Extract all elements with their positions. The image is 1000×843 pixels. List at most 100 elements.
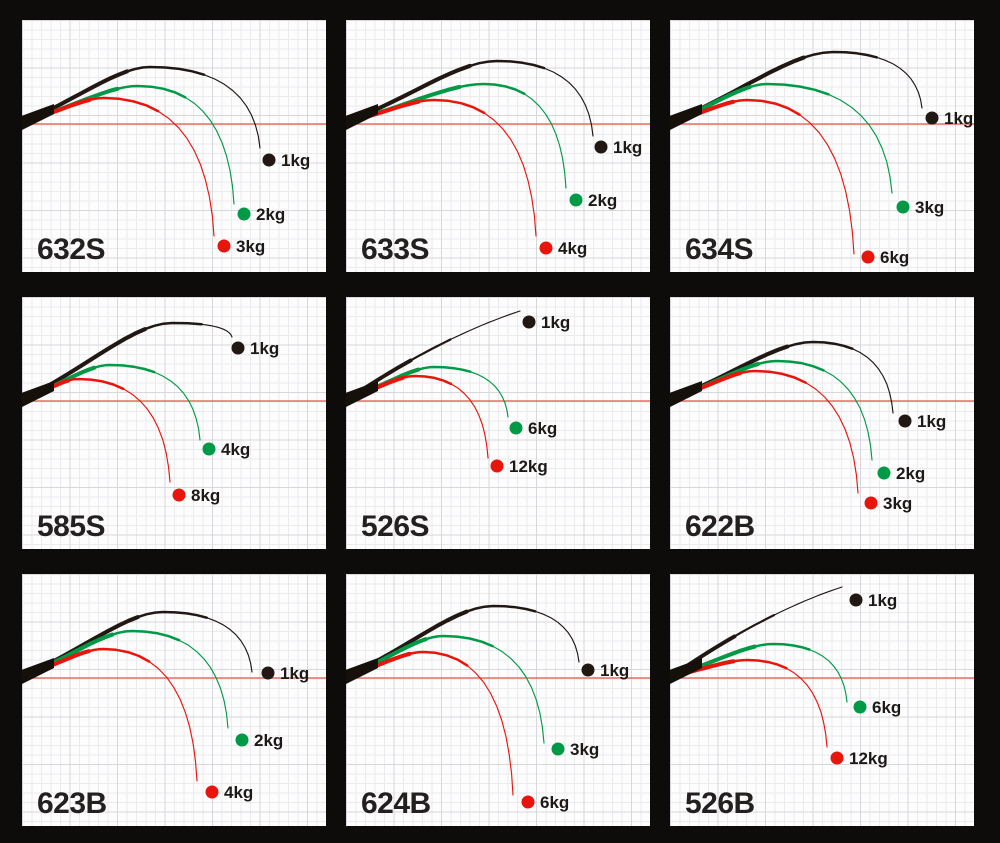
curve-red-12kg <box>670 658 828 748</box>
rod-curve-segment <box>814 89 893 194</box>
model-label: 585S <box>37 510 106 543</box>
green-load-dot <box>896 200 910 214</box>
rod-curve-segment <box>458 59 546 71</box>
rod-butt <box>670 104 702 130</box>
rod-curve-segment <box>191 70 261 149</box>
red-load-dot <box>861 250 875 264</box>
rod-curve-segment <box>411 365 472 373</box>
model-label: 526B <box>685 787 755 820</box>
rod-curve-segment <box>82 96 160 113</box>
rod-curve-segment <box>742 82 830 96</box>
rod-curve-segment <box>134 321 203 335</box>
rod-curve-segment <box>733 369 807 384</box>
rod-bend-svg: 1kg 4kg 8kg <box>22 321 326 505</box>
rod-curve-segment <box>418 634 494 648</box>
curve-green-2kg <box>670 359 873 461</box>
rod-curve-segment <box>525 608 580 663</box>
rod-bend-svg: 1kg 2kg 4kg <box>22 610 326 802</box>
rod-curve-segment <box>194 323 233 338</box>
rod-butt <box>670 658 702 684</box>
rod-curve-segment <box>749 359 825 372</box>
rod-bend-svg: 1kg 2kg 4kg <box>346 59 650 258</box>
black-load-dot <box>581 663 595 677</box>
rod-curve-segment <box>746 642 811 651</box>
model-label: 622B <box>685 510 755 543</box>
curve-green-4kg <box>22 363 201 441</box>
curve-green-2kg <box>22 629 229 729</box>
rod-butt <box>346 104 378 130</box>
rod-bend-panel-633S: 1kg 2kg 4kg 633S <box>346 20 650 272</box>
load-label: 1kg <box>250 339 279 358</box>
rod-curve-segment <box>174 91 235 205</box>
rod-curve-segment <box>776 340 854 352</box>
rod-bend-panel-634S: 1kg 3kg 6kg 634S <box>670 20 974 272</box>
rod-curve-segment <box>112 383 171 483</box>
black-load-dot <box>231 341 245 355</box>
rod-curve-segment <box>143 368 201 441</box>
rod-curve-segment <box>403 650 469 667</box>
rod-curve-segment <box>397 374 453 386</box>
red-load-dot <box>539 241 553 255</box>
load-label: 1kg <box>280 664 309 683</box>
green-load-dot <box>853 700 867 714</box>
green-load-dot <box>235 733 249 747</box>
rod-butt <box>670 381 702 407</box>
green-load-dot <box>202 442 216 456</box>
rod-curve-segment <box>866 54 923 109</box>
rod-curve-segment <box>514 88 567 189</box>
model-label: 633S <box>361 233 430 266</box>
load-label: 1kg <box>917 412 946 431</box>
rod-curve-segment <box>727 98 801 116</box>
black-load-dot <box>849 593 863 607</box>
curve-red-4kg <box>346 98 537 237</box>
rod-curve-segment <box>793 376 859 494</box>
rod-butt <box>22 104 54 130</box>
rod-butt <box>22 381 54 407</box>
load-label: 1kg <box>944 109 973 128</box>
load-label: 2kg <box>896 464 925 483</box>
rod-bend-svg: 1kg 2kg 3kg <box>22 65 326 256</box>
black-load-dot <box>262 153 276 167</box>
rod-bend-svg: 1kg 3kg 6kg <box>670 50 974 267</box>
curve-red-6kg <box>346 650 514 796</box>
load-label: 1kg <box>600 661 629 680</box>
curve-green-2kg <box>346 82 567 189</box>
rod-curve-segment <box>87 363 156 374</box>
rod-curve-segment <box>727 658 788 670</box>
rod-curve-segment <box>726 613 776 642</box>
rod-curve-segment <box>103 629 181 642</box>
load-label: 3kg <box>236 237 265 256</box>
curve-black-1kg <box>346 59 594 137</box>
rod-curve-segment <box>443 310 521 344</box>
curve-green-6kg <box>670 642 848 703</box>
black-load-dot <box>522 315 536 329</box>
load-label: 2kg <box>588 191 617 210</box>
green-load-dot <box>551 742 565 756</box>
model-label: 634S <box>685 233 754 266</box>
rod-curve-segment <box>127 610 208 623</box>
rod-bend-panel-623B: 1kg 2kg 4kg 623B <box>22 574 326 826</box>
load-label: 1kg <box>613 138 642 157</box>
curve-green-2kg <box>22 84 235 205</box>
rod-curve-segment <box>402 338 452 366</box>
rod-curve-segment <box>472 106 537 237</box>
rod-curve-segment <box>812 365 873 461</box>
load-label: 4kg <box>558 239 587 258</box>
load-label: 2kg <box>254 731 283 750</box>
rod-butt <box>346 658 378 684</box>
rod-curve-segment <box>196 614 253 673</box>
rod-bend-panel-526S: 1kg 6kg 12kg 526S <box>346 297 650 549</box>
green-load-dot <box>569 193 583 207</box>
rod-butt <box>346 381 378 407</box>
black-load-dot <box>261 666 275 680</box>
load-label: 8kg <box>191 486 220 505</box>
rod-bend-panel-585S: 1kg 4kg 8kg 585S <box>22 297 326 549</box>
rod-curve-segment <box>766 586 843 619</box>
rod-curve-segment <box>481 641 545 744</box>
model-label: 624B <box>361 787 431 820</box>
rod-curve-segment <box>138 655 198 782</box>
green-load-dot <box>237 207 251 221</box>
red-load-dot <box>521 795 535 809</box>
rod-bend-svg: 1kg 6kg 12kg <box>670 586 974 768</box>
